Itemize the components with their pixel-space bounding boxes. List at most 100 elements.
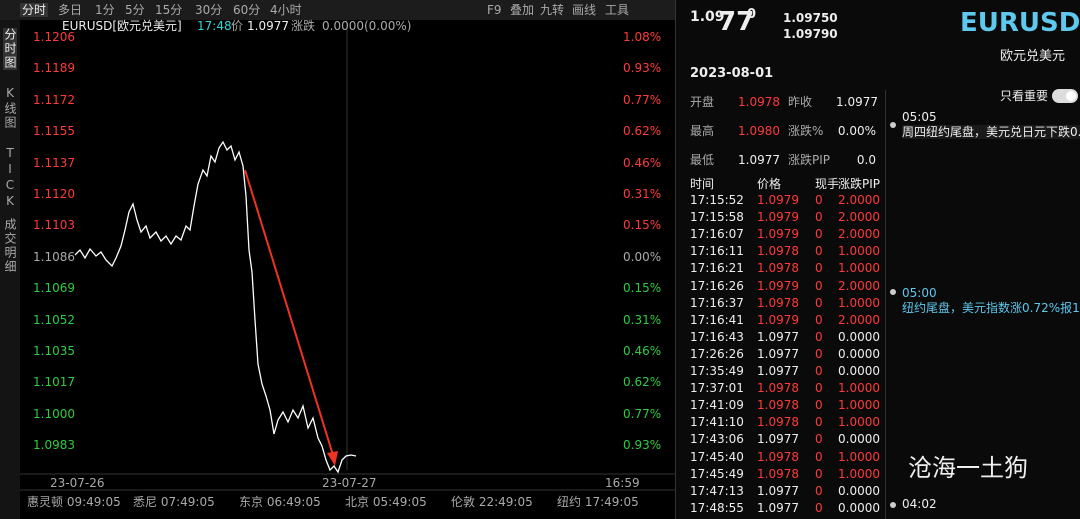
sidebar-tab[interactable]: K线图	[3, 86, 17, 130]
table-cell: 1.0978	[757, 244, 799, 259]
table-cell: 1.0979	[757, 193, 799, 207]
news-time: 05:05	[902, 110, 937, 124]
table-cell: 1.0977	[757, 346, 799, 361]
toolbar-tab[interactable]: 4小时	[270, 3, 302, 17]
table-cell: 17:37:01	[690, 381, 744, 396]
table-cell: 0	[815, 210, 823, 225]
stat: 1.0978	[738, 95, 780, 109]
table-cell: 17:41:09	[690, 398, 744, 413]
timeline-dot	[890, 289, 896, 295]
toggle-knob	[1066, 91, 1076, 101]
table-cell: 17:16:07	[690, 227, 744, 242]
y-tick-label-pct: 0.93%	[623, 61, 662, 76]
filter-label[interactable]: 只看重要	[1000, 89, 1049, 103]
y-tick-label: 1.1000	[33, 406, 75, 421]
stat: 1.0977	[738, 153, 780, 167]
x-tick-label: 23-07-26	[50, 476, 105, 490]
stat: 1.0977	[836, 95, 878, 109]
table-cell: 2.0000	[838, 227, 880, 242]
table-cell: 17:48:55	[690, 500, 744, 515]
table-cell: 17:45:40	[690, 449, 744, 464]
y-tick-label: 1.1137	[33, 155, 75, 170]
sidebar-tab[interactable]: 分时图	[3, 28, 17, 70]
toolbar-tab[interactable]: 1分	[95, 3, 115, 17]
table-cell: 0.0000	[838, 432, 880, 447]
table-cell: 0.0000	[838, 483, 880, 498]
stat: 0.0	[856, 153, 876, 167]
x-tick-label: 23-07-27	[322, 476, 377, 490]
y-tick-label-pct: 0.93%	[623, 438, 662, 453]
toolbar-tab[interactable]: 5分	[125, 3, 145, 17]
table-cell: 0.0000	[838, 329, 880, 344]
chart-header: 涨跌	[291, 19, 316, 33]
y-tick-label-pct: 0.46%	[623, 344, 662, 358]
table-cell: 0	[815, 295, 823, 310]
table-cell: 0.0000	[838, 500, 880, 515]
table-cell: 1.0000	[838, 261, 880, 276]
y-tick-label-pct: 0.15%	[623, 281, 662, 296]
price-line	[74, 140, 357, 474]
table-cell: 1.0000	[838, 449, 880, 464]
toolbar-tool[interactable]: 叠加	[510, 3, 535, 17]
x-tick-label: 16:59	[605, 476, 640, 490]
toolbar-tool[interactable]: 九转	[540, 3, 565, 17]
ask: 1.09790	[783, 27, 838, 41]
table-cell: 0	[815, 312, 823, 327]
toolbar-tab[interactable]: 分时	[20, 3, 49, 17]
y-tick-label-pct: 1.08%	[623, 30, 662, 44]
symbol: EURUSD	[960, 8, 1080, 38]
chart-header: EURUSD[欧元兑美元]	[62, 19, 182, 33]
symbol-name: 欧元兑美元	[1000, 49, 1066, 64]
table-cell: 1.0000	[838, 295, 880, 310]
table-cell: 0	[815, 278, 823, 293]
world-clock: 悉尼 07:49:05	[133, 495, 215, 509]
arrow-head	[327, 451, 338, 466]
table-cell: 1.0977	[757, 432, 799, 447]
table-cell: 17:16:43	[690, 329, 744, 344]
y-tick-label-pct: 0.77%	[623, 406, 662, 421]
y-tick-label: 1.1172	[33, 92, 75, 107]
chart-header: 1.0977	[247, 19, 289, 33]
table-cell: 0	[815, 244, 823, 259]
toolbar-tool[interactable]: 画线	[572, 3, 597, 17]
price: 1.09	[690, 9, 725, 25]
toolbar-tab[interactable]: 15分	[155, 3, 183, 17]
toolbar-tab[interactable]: 多日	[58, 3, 83, 17]
bid: 1.09750	[783, 11, 838, 25]
table-cell: 1.0977	[757, 483, 799, 498]
toolbar-tab[interactable]: 60分	[233, 3, 261, 17]
chart-header: 0.0000(0.00%)	[322, 19, 412, 33]
table-cell: 1.0977	[757, 329, 799, 344]
table-cell: 17:16:41	[690, 312, 744, 327]
table-cell: 17:16:11	[690, 244, 744, 259]
news-time: 04:02	[902, 497, 937, 511]
table-cell: 17:35:49	[690, 364, 744, 378]
sidebar-tab[interactable]: TICK	[3, 146, 17, 210]
table-cell: 1.0979	[757, 312, 799, 327]
y-tick-label-pct: 0.31%	[623, 187, 662, 201]
table-cell: 1.0978	[757, 415, 799, 430]
y-tick-label-pct: 0.62%	[623, 124, 662, 139]
stat: 开盘	[690, 95, 715, 109]
table-cell: 17:43:06	[690, 432, 744, 447]
toolbar-tool[interactable]: 工具	[605, 3, 630, 17]
y-tick-label-pct: 0.31%	[623, 312, 662, 327]
y-tick-label: 1.1035	[33, 344, 75, 358]
y-tick-label-pct: 0.77%	[623, 92, 662, 107]
date: 2023-08-01	[690, 66, 774, 81]
news-time: 05:00	[902, 286, 937, 300]
sidebar-bg	[0, 20, 20, 519]
table-cell: 17:16:21	[690, 261, 744, 276]
toolbar-tool[interactable]: F9	[487, 3, 502, 17]
world-clock: 纽约 17:49:05	[557, 495, 639, 509]
table-cell: 1.0978	[757, 295, 799, 310]
toolbar-tab[interactable]: 30分	[195, 3, 223, 17]
table-cell: 1.0978	[757, 261, 799, 276]
sidebar-tab[interactable]: 成交明细	[3, 218, 17, 274]
right-panel-bg	[676, 0, 1080, 519]
y-tick-label: 1.0983	[33, 438, 75, 453]
stat: 最高	[690, 124, 715, 138]
y-tick-label-pct: 0.62%	[623, 375, 662, 390]
table-cell: 0	[815, 364, 823, 378]
